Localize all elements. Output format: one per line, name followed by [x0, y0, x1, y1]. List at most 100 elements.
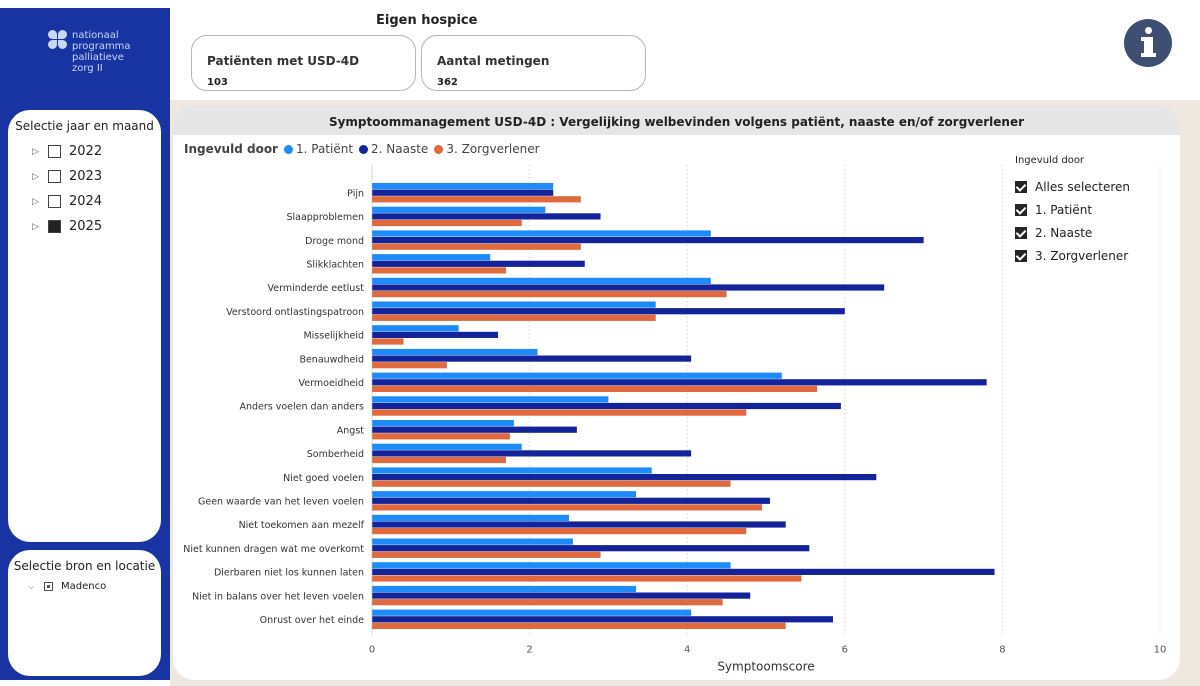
bar: [372, 467, 652, 474]
bar: [372, 528, 747, 535]
bar: [372, 504, 763, 511]
year-checkbox[interactable]: [48, 170, 61, 183]
checkbox-checked-icon[interactable]: [1015, 180, 1027, 193]
expand-icon[interactable]: ▷: [32, 146, 39, 157]
info-icon[interactable]: [1124, 19, 1172, 67]
expand-icon[interactable]: ▷: [32, 221, 39, 232]
role-option-label: Alles selecteren: [1035, 179, 1131, 194]
role-slicer-title: Ingevuld door: [1015, 155, 1085, 166]
category-label: Pijn: [347, 188, 364, 199]
category-label: Somberheid: [307, 449, 364, 460]
role-option-label: 2. Naaste: [1035, 225, 1093, 240]
bar: [372, 450, 692, 457]
bar: [372, 585, 636, 593]
source-slicer-title: Selectie bron en locatie: [13, 559, 156, 573]
legend-label: 2. Naaste: [371, 142, 429, 156]
bar: [372, 379, 987, 386]
bar: [372, 308, 845, 315]
logo-line: palliatieve: [72, 52, 124, 63]
kpi-card-patients: Patiënten met USD-4D 103: [191, 35, 416, 91]
bar: [372, 562, 731, 569]
bar: [372, 551, 601, 558]
bar: [372, 348, 538, 356]
category-label: Benauwdheid: [299, 354, 364, 365]
bar: [372, 599, 723, 606]
source-option-madenco[interactable]: ⌵ Madenco: [28, 581, 161, 592]
logo-line: programma: [72, 41, 131, 52]
date-slicer: Selectie jaar en maand ▷ 2022 ▷ 2023 ▷ 2…: [8, 110, 161, 542]
bar: [372, 521, 786, 528]
role-option-label: 3. Zorgverlener: [1035, 248, 1129, 263]
legend-label: 1. Patiënt: [295, 142, 354, 156]
year-checkbox[interactable]: [48, 220, 61, 233]
year-label: 2025: [69, 219, 103, 234]
logo-icon: [48, 30, 68, 50]
bar: [372, 301, 656, 308]
bar: [372, 325, 459, 332]
bar: [372, 480, 731, 487]
bar: [372, 267, 506, 274]
bar: [372, 355, 692, 362]
expand-icon[interactable]: ▷: [32, 171, 39, 182]
legend-item-zorgverlener[interactable]: 3. Zorgverlener: [434, 142, 540, 156]
x-tick-label: 0: [369, 644, 375, 655]
bar: [372, 420, 514, 427]
year-option-2022[interactable]: ▷ 2022: [32, 139, 161, 164]
x-tick-label: 4: [684, 644, 690, 655]
role-option-all[interactable]: Alles selecteren: [1015, 175, 1130, 198]
legend-item-patient[interactable]: 1. Patiënt: [283, 142, 354, 156]
chart-card: Symptoommanagement USD-4D : Vergelijking…: [173, 105, 1180, 680]
bar: [372, 196, 581, 203]
chart-legend: Ingevuld door 1. Patiënt 2. Naaste 3. Zo…: [184, 142, 546, 156]
category-label: Droge mond: [305, 236, 364, 247]
year-checkbox[interactable]: [48, 195, 61, 208]
bar: [372, 622, 786, 629]
legend-swatch: [359, 144, 369, 154]
bar: [372, 362, 447, 369]
category-label: Slaapproblemen: [286, 212, 364, 223]
bar: [372, 189, 554, 196]
bar: [372, 497, 770, 504]
year-option-2023[interactable]: ▷ 2023: [32, 164, 161, 189]
bar: [372, 402, 841, 410]
bar: [372, 545, 810, 552]
x-tick-label: 6: [842, 644, 848, 655]
bar: [372, 592, 751, 599]
legend-item-naaste[interactable]: 2. Naaste: [359, 142, 428, 156]
bar: [372, 331, 499, 338]
bar: [372, 213, 601, 220]
bar: [372, 396, 609, 403]
category-label: Onrust over het einde: [260, 615, 364, 626]
role-option-naaste[interactable]: 2. Naaste: [1015, 221, 1130, 244]
logo-line: nationaal: [72, 30, 119, 41]
partial-checkbox[interactable]: [44, 582, 53, 591]
bar: [372, 291, 727, 298]
role-option-label: 1. Patiënt: [1035, 202, 1093, 217]
role-slicer: Ingevuld door Alles selecteren 1. Patiën…: [1015, 155, 1130, 267]
checkbox-checked-icon[interactable]: [1015, 249, 1027, 262]
bar: [372, 372, 782, 379]
page-title: Eigen hospice: [376, 13, 478, 28]
date-slicer-title: Selectie jaar en maand: [15, 119, 154, 133]
expand-icon[interactable]: ▷: [32, 196, 39, 207]
role-option-patient[interactable]: 1. Patiënt: [1015, 198, 1130, 221]
chevron-down-icon[interactable]: ⌵: [28, 581, 35, 591]
npp-logo: nationaal programma palliatieve zorg II: [48, 30, 131, 74]
bar: [372, 426, 577, 433]
bar: [372, 243, 581, 250]
year-option-2024[interactable]: ▷ 2024: [32, 189, 161, 214]
source-slicer: Selectie bron en locatie ⌵ Madenco: [8, 550, 161, 676]
logo-line: zorg II: [72, 63, 103, 74]
year-checkbox[interactable]: [48, 145, 61, 158]
chart-title: Symptoommanagement USD-4D : Vergelijking…: [328, 115, 1025, 129]
bar: [372, 538, 573, 545]
bar: [372, 409, 747, 416]
year-option-2025[interactable]: ▷ 2025: [32, 214, 161, 239]
bar: [372, 254, 491, 261]
year-label: 2023: [69, 169, 103, 184]
checkbox-checked-icon[interactable]: [1015, 203, 1027, 216]
kpi-label: Aantal metingen: [437, 54, 550, 68]
role-option-zorgverlener[interactable]: 3. Zorgverlener: [1015, 244, 1130, 267]
checkbox-checked-icon[interactable]: [1015, 226, 1027, 239]
category-label: Vermoeidheid: [299, 378, 364, 389]
